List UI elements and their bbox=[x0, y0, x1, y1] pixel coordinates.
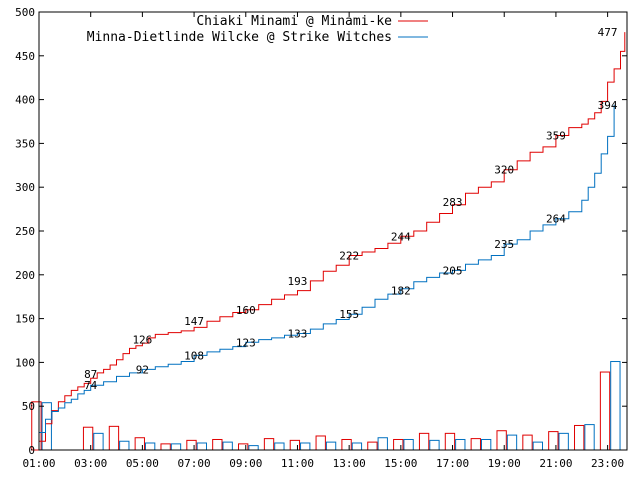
hourly-bar bbox=[196, 442, 208, 451]
point-labels: 87 126 147 160 193 222 244 283 320 359 477 74 92 108 1… bbox=[84, 26, 618, 392]
hourly-bar bbox=[522, 434, 533, 451]
x-tick-label: 13:00 bbox=[333, 457, 366, 470]
data-label: 182 bbox=[391, 285, 411, 298]
hourly-bar bbox=[248, 445, 259, 451]
hourly-bar bbox=[418, 432, 430, 451]
legend: Chiaki Minami @ Minami-keMinna-Dietlinde… bbox=[87, 14, 428, 45]
hourly-bar bbox=[274, 442, 285, 451]
data-label: 320 bbox=[494, 164, 514, 177]
y-tick-label: 200 bbox=[15, 269, 35, 282]
data-label: 222 bbox=[339, 250, 359, 263]
hourly-bar bbox=[496, 430, 507, 451]
data-label: 235 bbox=[494, 238, 514, 251]
hourly-bar bbox=[429, 439, 440, 451]
x-tick-label: 09:00 bbox=[229, 457, 262, 470]
hourly-bar bbox=[351, 442, 363, 451]
hourly-bar bbox=[170, 443, 182, 451]
hourly-bar bbox=[610, 361, 621, 451]
hourly-bar bbox=[480, 438, 492, 451]
data-label: 126 bbox=[132, 334, 152, 347]
y-tick-label: 500 bbox=[15, 6, 35, 19]
data-label: 477 bbox=[598, 26, 618, 39]
y-tick-label: 0 bbox=[28, 444, 35, 457]
axis-ticks: 0 50 100 150 200 250 300 350 400 450 500 01:00 03:00… bbox=[15, 6, 627, 470]
hourly-bar bbox=[31, 401, 42, 451]
hourly-bar bbox=[470, 438, 481, 451]
y-tick-label: 100 bbox=[15, 356, 35, 369]
data-label: 155 bbox=[339, 308, 359, 321]
data-label: 264 bbox=[546, 213, 566, 226]
data-label: 123 bbox=[236, 336, 256, 349]
hourly-bar bbox=[444, 432, 456, 451]
hourly-bar bbox=[289, 439, 301, 451]
hourly-bar bbox=[186, 439, 197, 451]
data-label: 205 bbox=[443, 264, 463, 277]
data-label: 108 bbox=[184, 349, 204, 362]
hourly-bar bbox=[548, 431, 559, 451]
x-tick-label: 19:00 bbox=[488, 457, 521, 470]
hourly-bar bbox=[300, 442, 311, 451]
x-tick-label: 05:00 bbox=[126, 457, 159, 470]
legend-entry: Minna-Dietlinde Wilcke @ Strike Witches bbox=[87, 30, 392, 45]
hourly-bar bbox=[393, 438, 404, 451]
hourly-bar bbox=[160, 443, 171, 451]
data-label: 74 bbox=[84, 379, 98, 392]
data-label: 359 bbox=[546, 130, 566, 143]
hourly-bar bbox=[144, 442, 156, 451]
hourly-bar bbox=[558, 432, 569, 451]
legend-entry: Chiaki Minami @ Minami-ke bbox=[196, 14, 392, 29]
data-label: 147 bbox=[184, 315, 204, 328]
hourly-bars bbox=[31, 361, 621, 451]
series-line bbox=[39, 32, 626, 442]
hourly-bar bbox=[455, 438, 466, 451]
hourly-bar bbox=[599, 371, 611, 451]
data-label: 394 bbox=[598, 99, 618, 112]
data-label: 133 bbox=[288, 327, 308, 340]
hourly-bar bbox=[377, 437, 388, 451]
hourly-bar bbox=[367, 441, 378, 451]
hourly-bar bbox=[119, 440, 130, 451]
data-label: 160 bbox=[236, 304, 256, 317]
x-tick-label: 23:00 bbox=[591, 457, 624, 470]
hourly-bar bbox=[108, 425, 120, 451]
hourly-bar bbox=[341, 438, 352, 451]
data-label: 193 bbox=[288, 275, 308, 288]
data-label: 87 bbox=[84, 368, 97, 381]
hourly-bar bbox=[222, 441, 233, 451]
y-tick-label: 250 bbox=[15, 225, 35, 238]
x-tick-label: 21:00 bbox=[539, 457, 572, 470]
cumulative-lines bbox=[39, 32, 626, 442]
hourly-bar bbox=[93, 432, 104, 451]
x-tick-label: 03:00 bbox=[74, 457, 107, 470]
hourly-bar bbox=[403, 438, 414, 451]
hourly-bar bbox=[82, 426, 94, 451]
hourly-bar bbox=[263, 438, 275, 451]
y-tick-label: 300 bbox=[15, 181, 35, 194]
hourly-bar bbox=[238, 443, 249, 451]
hourly-bar bbox=[506, 434, 518, 451]
data-label: 244 bbox=[391, 230, 411, 243]
x-tick-label: 01:00 bbox=[22, 457, 55, 470]
series-line bbox=[39, 104, 615, 433]
y-tick-label: 50 bbox=[22, 400, 35, 413]
hourly-bar bbox=[134, 437, 145, 451]
x-tick-label: 11:00 bbox=[281, 457, 314, 470]
hourly-bar bbox=[212, 438, 223, 451]
x-tick-label: 15:00 bbox=[384, 457, 417, 470]
x-tick-label: 17:00 bbox=[436, 457, 469, 470]
hourly-bar bbox=[584, 424, 595, 451]
hourly-bar bbox=[315, 435, 326, 451]
hourly-bar bbox=[41, 402, 52, 451]
hourly-bar bbox=[574, 424, 585, 451]
hourly-bar bbox=[325, 441, 337, 451]
y-tick-label: 350 bbox=[15, 137, 35, 150]
y-tick-label: 400 bbox=[15, 94, 35, 107]
x-tick-label: 07:00 bbox=[178, 457, 211, 470]
y-tick-label: 450 bbox=[15, 50, 35, 63]
y-tick-label: 150 bbox=[15, 313, 35, 326]
hourly-bar bbox=[532, 441, 544, 451]
data-label: 92 bbox=[136, 363, 149, 376]
data-label: 283 bbox=[443, 196, 463, 209]
